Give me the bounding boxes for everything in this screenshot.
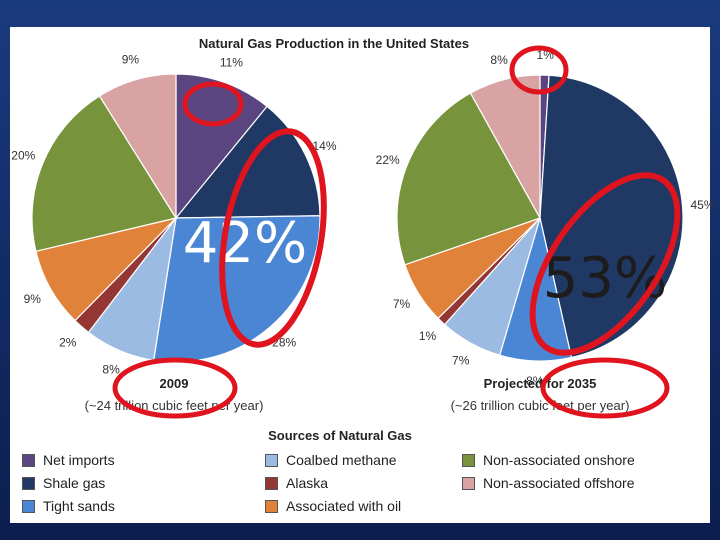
pie-label-shale-gas: 14%: [312, 139, 336, 153]
pie-label-non-associated-offshore: 8%: [490, 53, 508, 67]
legend-swatch: [462, 453, 475, 467]
legend-label: Coalbed methane: [286, 452, 397, 468]
circle-shale-tight-2035: [529, 172, 681, 356]
legend-item-non-associated-offshore: Non-associated offshore: [462, 475, 635, 491]
legend-item-non-associated-onshore: Non-associated onshore: [462, 452, 635, 468]
legend-swatch: [265, 499, 278, 513]
legend-label: Non-associated offshore: [483, 475, 635, 491]
subcaption-2035: (~26 trillion cubic feet per year): [451, 398, 630, 413]
caption-2009: 2009: [160, 376, 189, 391]
legend-label: Shale gas: [43, 475, 106, 491]
chart-title: Natural Gas Production in the United Sta…: [198, 36, 470, 51]
legend-swatch: [22, 453, 35, 467]
pie-label-non-associated-onshore: 22%: [376, 153, 400, 167]
legend-label: Tight sands: [43, 498, 115, 514]
pie-slice-non-associated-onshore: [31, 95, 177, 253]
circle-2009: [112, 357, 238, 419]
pie-slice-shale-gas: [539, 74, 684, 359]
legend-swatch: [265, 476, 278, 490]
pie-label-non-associated-onshore: 20%: [11, 149, 35, 163]
pie-label-coalbed-methane: 7%: [452, 353, 470, 367]
pie-label-associated-with-oil: 7%: [393, 297, 411, 311]
legend-item-coalbed-methane: Coalbed methane: [265, 452, 397, 468]
pie-label-shale-gas: 45%: [690, 198, 714, 212]
legend-label: Associated with oil: [286, 498, 402, 514]
circle-2035: [540, 357, 670, 419]
legend-label: Alaska: [286, 475, 329, 491]
circle-shale-tight-2009: [219, 128, 327, 348]
pie-slice-non-associated-offshore: [469, 74, 541, 221]
legend-label: Non-associated onshore: [483, 452, 635, 468]
legend-swatch: [22, 499, 35, 513]
callout-42-percent: 42%: [183, 211, 307, 276]
pie-label-alaska: 1%: [419, 329, 437, 343]
legend-item-associated-with-oil: Associated with oil: [265, 498, 401, 514]
pie-label-tight-sands: 8%: [526, 374, 544, 388]
circle-11-percent: [182, 81, 244, 127]
legend-item-net-imports: Net imports: [22, 452, 115, 468]
legend-item-shale-gas: Shale gas: [22, 475, 105, 491]
pie-label-coalbed-methane: 8%: [102, 363, 120, 377]
pie-slice-net-imports: [175, 73, 268, 220]
legend-item-tight-sands: Tight sands: [22, 498, 115, 514]
subcaption-2009: (~24 trillion cubic feet per year): [85, 398, 264, 413]
legend-swatch: [265, 453, 278, 467]
caption-2035: Projected for 2035: [484, 376, 597, 391]
red-annotations: [112, 45, 681, 419]
pie-label-non-associated-offshore: 9%: [122, 52, 140, 66]
pie-label-net-imports: 11%: [220, 56, 243, 70]
circle-1-percent: [509, 45, 569, 95]
pie-slice-non-associated-onshore: [396, 92, 541, 266]
callout-53-percent: 53%: [543, 246, 667, 311]
legend-item-alaska: Alaska: [265, 475, 328, 491]
pie-slice-associated-with-oil: [35, 216, 178, 322]
pie-2009: 11%14%28%8%2%9%20%9%: [11, 52, 337, 376]
pie-slice-non-associated-offshore: [98, 73, 177, 221]
pie-label-associated-with-oil: 9%: [24, 292, 42, 306]
legend-swatch: [22, 476, 35, 490]
pie-2035: 1%45%8%7%1%7%22%8%: [376, 48, 715, 388]
legend-title: Sources of Natural Gas: [268, 428, 412, 443]
pie-label-alaska: 2%: [59, 336, 77, 350]
legend-label: Net imports: [43, 452, 115, 468]
legend-swatch: [462, 476, 475, 490]
